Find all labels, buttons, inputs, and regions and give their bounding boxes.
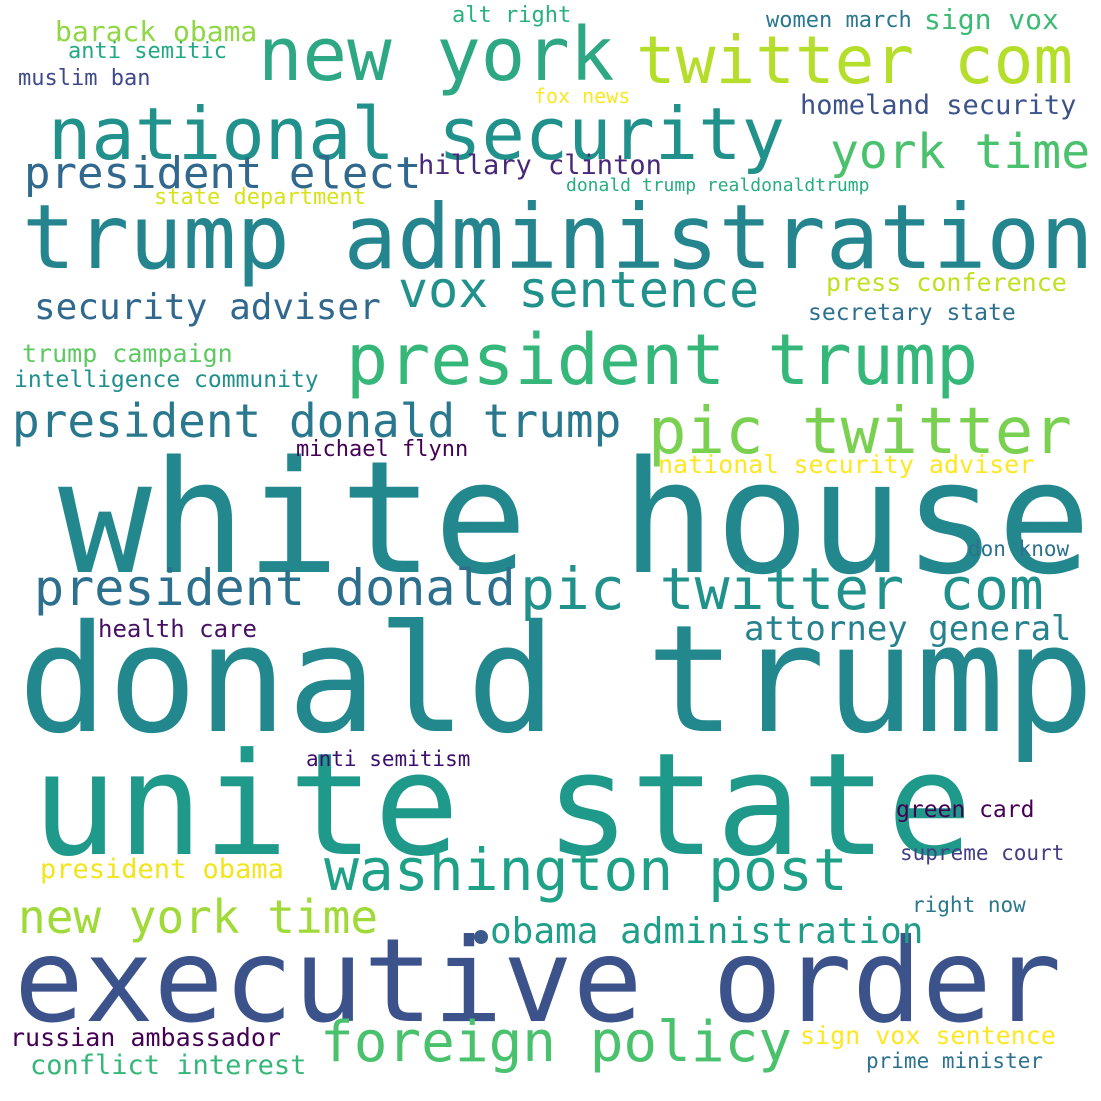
- word: supreme court: [900, 841, 1065, 865]
- word: president elect: [24, 148, 422, 199]
- word: twitter com: [636, 22, 1074, 99]
- word: sign vox sentence: [800, 1021, 1056, 1050]
- word: national security adviser: [658, 450, 1035, 479]
- word: white house: [58, 427, 1092, 609]
- word: security adviser: [34, 287, 381, 328]
- word: vox sentence: [398, 261, 760, 319]
- word: trump campaign: [22, 339, 233, 368]
- word: press conference: [826, 268, 1067, 297]
- word: president obama: [40, 854, 284, 885]
- word: president donald: [34, 559, 516, 617]
- word: conflict interest: [30, 1050, 307, 1081]
- word: trump administration: [22, 185, 1094, 289]
- word: barack obama: [55, 15, 258, 48]
- word: alt right: [452, 3, 572, 28]
- word: new york: [258, 12, 615, 98]
- word: homeland security: [800, 90, 1077, 121]
- word: michael flynn: [296, 437, 469, 462]
- word: donald trump: [18, 594, 1095, 767]
- word: president donald trump: [12, 394, 622, 448]
- word: donald trump realdonaldtrump: [566, 175, 870, 196]
- word: attorney general: [744, 609, 1072, 649]
- word: green card: [896, 797, 1035, 823]
- word: foreign policy: [320, 1010, 793, 1075]
- word: health care: [98, 615, 257, 643]
- word: hillary clinton: [418, 150, 662, 181]
- word: state department: [154, 185, 366, 210]
- word: anti semitism: [306, 747, 471, 771]
- word: fox news: [534, 84, 631, 108]
- word: new york time: [18, 890, 379, 944]
- word: national security: [48, 92, 785, 176]
- word: executive order: [14, 914, 1062, 1049]
- word: unite state: [32, 723, 973, 888]
- stray-dot: [474, 930, 488, 944]
- word: intelligence community: [14, 367, 319, 393]
- word: york time: [830, 124, 1091, 180]
- word: prime minister: [866, 1049, 1044, 1073]
- word: president trump: [346, 319, 979, 401]
- word: russian ambassador: [10, 1023, 281, 1052]
- word: sign vox: [924, 3, 1059, 36]
- word: anti semitic: [68, 39, 227, 64]
- word: muslim ban: [18, 66, 151, 91]
- word: women march: [766, 8, 912, 33]
- word: obama administration: [490, 911, 924, 952]
- word: washington post: [324, 836, 848, 904]
- word: secretary state: [808, 300, 1016, 326]
- word: don know: [968, 537, 1070, 561]
- word: pic twitter: [648, 395, 1072, 469]
- word: pic twitter com: [520, 555, 1044, 623]
- word: right now: [912, 893, 1026, 917]
